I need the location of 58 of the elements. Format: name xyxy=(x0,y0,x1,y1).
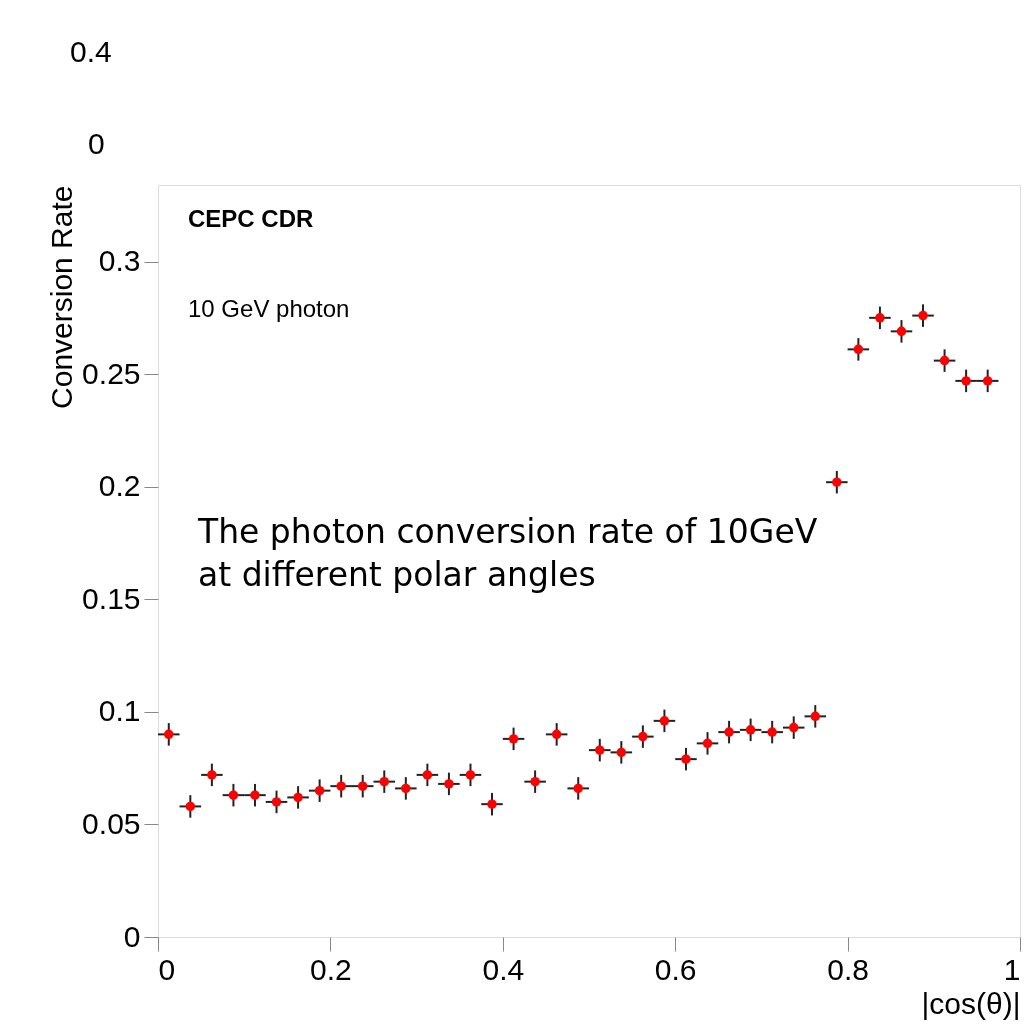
y-axis-title: Conversion Rate xyxy=(45,185,79,409)
point xyxy=(681,754,691,764)
annotation: CEPC CDR xyxy=(188,205,314,232)
point xyxy=(293,792,303,803)
point xyxy=(401,783,411,794)
point xyxy=(314,785,325,796)
point xyxy=(336,781,346,791)
point xyxy=(788,722,799,733)
point xyxy=(982,376,993,386)
point xyxy=(357,781,368,791)
point xyxy=(508,734,519,744)
point xyxy=(638,731,648,742)
x-tick-label: 0 xyxy=(158,952,176,986)
point xyxy=(164,729,174,740)
point xyxy=(207,770,217,780)
point xyxy=(832,477,842,487)
y-tick-label: 0.25 xyxy=(82,356,141,390)
point xyxy=(250,790,260,800)
y-tick-label: 0.1 xyxy=(98,694,141,728)
y-tick-label: 0 xyxy=(123,919,141,953)
point xyxy=(939,355,950,366)
point xyxy=(530,776,540,787)
point xyxy=(422,770,433,780)
annotation: 10 GeV photon xyxy=(188,295,350,322)
point xyxy=(875,313,885,323)
annotation: The photon conversion rate of 10GeV at different polar angles xyxy=(197,512,818,594)
point xyxy=(487,799,497,809)
y-tick-label: 0.2 xyxy=(98,469,141,503)
x-tick-label: 1 xyxy=(1003,952,1021,986)
y-tick-label: 0.15 xyxy=(82,581,141,615)
point xyxy=(745,725,756,735)
point xyxy=(551,729,562,740)
point xyxy=(702,738,713,749)
x-tick-label: 0.2 xyxy=(310,952,352,986)
point xyxy=(379,776,390,787)
point xyxy=(896,326,907,337)
point xyxy=(444,779,454,789)
point xyxy=(616,747,627,758)
x-tick-label: 0.4 xyxy=(482,952,525,986)
x-tick-label: 0.6 xyxy=(654,952,697,986)
point xyxy=(767,727,777,737)
point xyxy=(918,310,928,321)
point xyxy=(961,376,971,386)
text: 0.4 xyxy=(70,35,112,68)
x-tick-label: 0.8 xyxy=(827,952,869,986)
point xyxy=(810,711,821,722)
point xyxy=(271,797,282,807)
point xyxy=(228,790,239,800)
point xyxy=(595,745,605,755)
point xyxy=(185,801,196,812)
point xyxy=(853,344,864,355)
point xyxy=(465,770,476,780)
y-tick-label: 0.05 xyxy=(82,806,141,840)
y-tick-label: 0.3 xyxy=(98,244,141,278)
point xyxy=(659,716,670,726)
x-axis-title: |cos(θ)| xyxy=(921,986,1021,1020)
point xyxy=(573,783,583,794)
point xyxy=(724,727,734,737)
